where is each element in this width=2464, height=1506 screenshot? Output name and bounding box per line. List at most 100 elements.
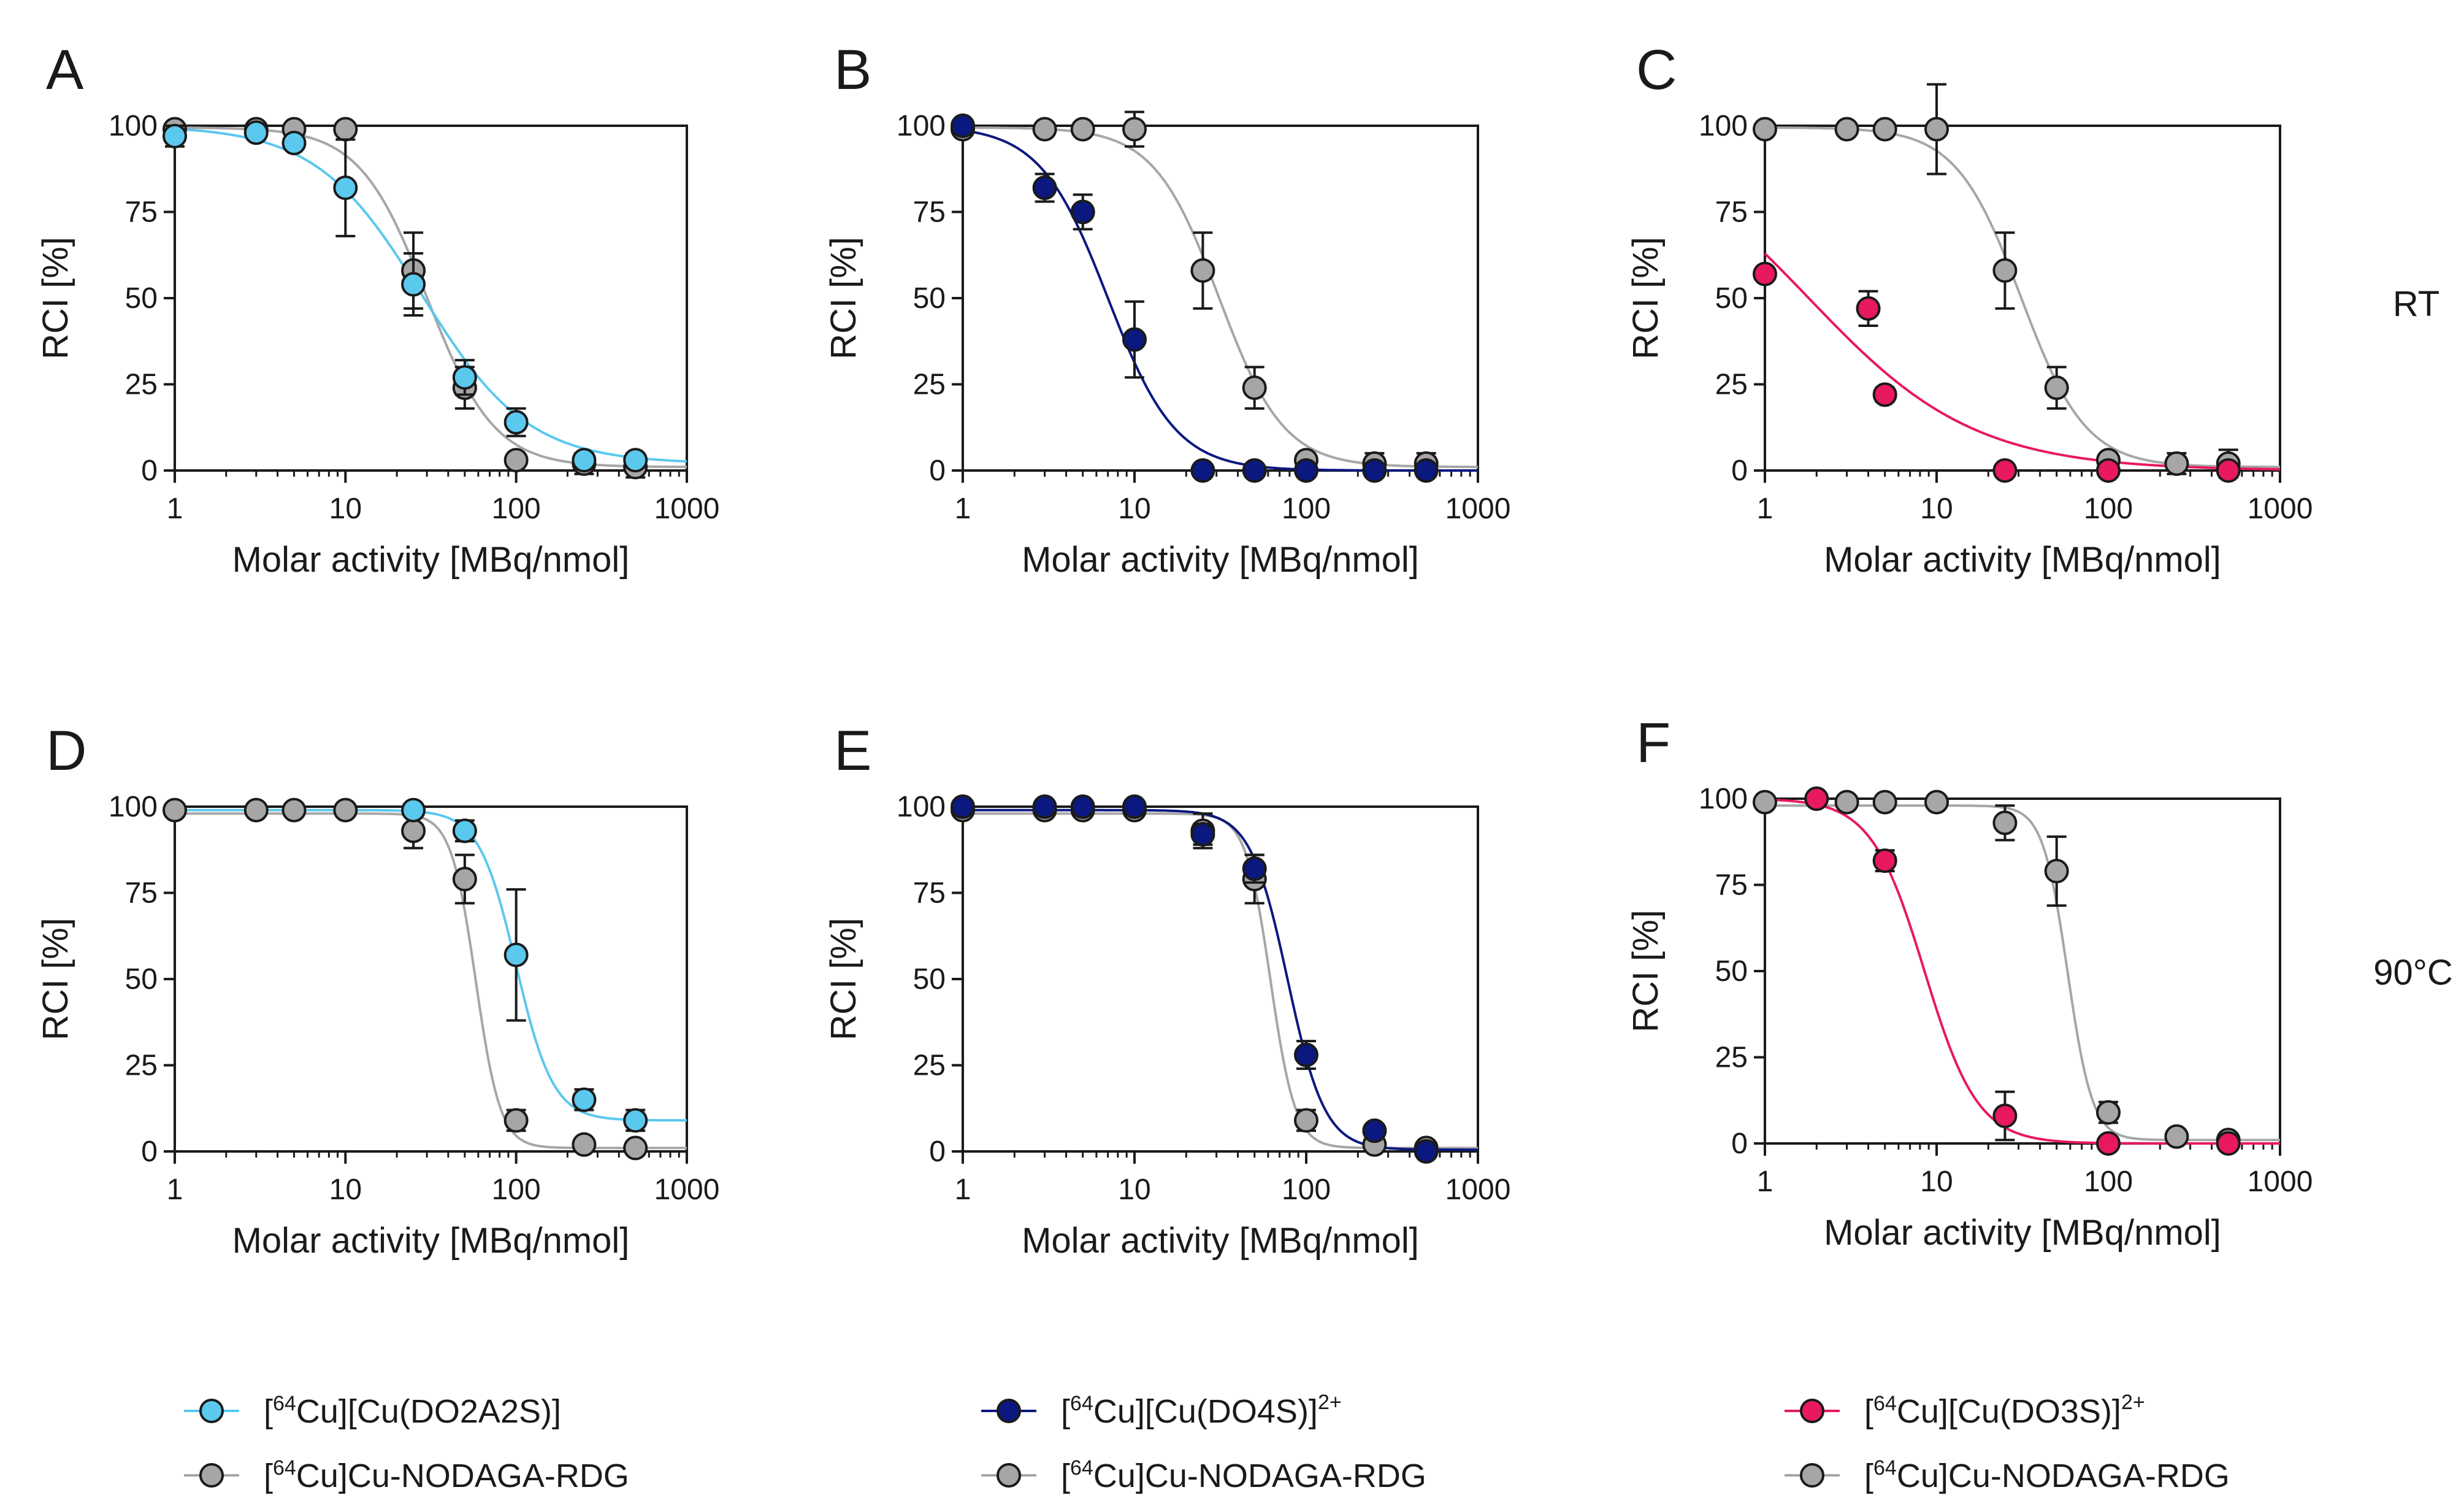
data-point xyxy=(1122,327,1147,352)
x-tick-label: 100 xyxy=(2084,493,2133,525)
data-point xyxy=(1992,458,2018,483)
data-point xyxy=(333,117,358,142)
x-tick-label: 10 xyxy=(1118,493,1150,525)
y-tick-label: 50 xyxy=(125,963,158,996)
y-tick-label: 0 xyxy=(1731,1128,1748,1160)
data-point xyxy=(1122,794,1147,819)
data-point xyxy=(1362,458,1387,483)
data-point xyxy=(1242,856,1267,882)
data-point xyxy=(1753,789,1777,815)
data-point xyxy=(623,1135,648,1161)
y-tick-label: 50 xyxy=(1715,282,1748,315)
y-tick-label: 75 xyxy=(913,196,946,229)
fit-curve xyxy=(1765,804,2280,1142)
data-point xyxy=(1804,786,1829,811)
y-axis-title: RCI [%] xyxy=(36,918,75,1040)
data-point xyxy=(1070,199,1095,225)
plot-frame xyxy=(1764,797,2281,1145)
panel-b: B 0 25 50 75 100 1 10 100 1000 Molar activity [MBq… xyxy=(824,39,1510,580)
legend-marker xyxy=(997,1463,1021,1488)
data-point xyxy=(1872,117,1897,142)
data-point xyxy=(1362,1118,1387,1143)
data-point xyxy=(1032,175,1057,201)
y-tick-label: 100 xyxy=(1699,110,1748,142)
data-point xyxy=(1856,296,1881,321)
y-axis-title: RCI [%] xyxy=(1626,910,1666,1032)
data-point xyxy=(1070,117,1095,142)
data-point xyxy=(401,818,426,843)
fit-curve xyxy=(963,812,1478,1150)
fit-curve xyxy=(1764,252,2280,471)
data-point xyxy=(452,365,477,390)
x-tick-label: 1 xyxy=(167,493,183,525)
data-point xyxy=(401,272,426,297)
y-tick-label: 100 xyxy=(1699,783,1748,815)
y-tick-label: 75 xyxy=(1715,869,1748,902)
x-tick-label: 10 xyxy=(329,1174,362,1206)
data-point xyxy=(1753,261,1777,286)
row-label-90c: 90°C xyxy=(2373,953,2453,993)
data-point xyxy=(1992,1104,2018,1129)
y-tick-label: 25 xyxy=(125,1050,158,1082)
data-point xyxy=(1924,789,1949,815)
panel-letter: F xyxy=(1636,712,1670,774)
data-point xyxy=(1414,458,1439,483)
x-tick-label: 1000 xyxy=(2248,493,2313,525)
y-axis-title: RCI [%] xyxy=(36,237,75,359)
data-point xyxy=(333,175,358,201)
x-tick-label: 10 xyxy=(1920,1166,1953,1198)
data-point xyxy=(1294,1042,1318,1067)
data-point xyxy=(1242,375,1267,401)
panel-a: A 0 25 50 75 100 1 10 100 1000 Molar activity [MBq… xyxy=(36,39,719,580)
panel-letter: C xyxy=(1636,39,1677,101)
fit-curve xyxy=(175,809,687,1122)
x-tick-label: 10 xyxy=(1118,1174,1150,1206)
legend-marker xyxy=(997,1399,1021,1423)
data-point xyxy=(503,410,529,435)
y-axis-title: RCI [%] xyxy=(1626,237,1666,359)
data-point xyxy=(2216,1131,2241,1156)
data-point xyxy=(1190,258,1215,283)
data-point xyxy=(623,1108,648,1133)
data-point xyxy=(1294,1108,1318,1133)
x-tick-label: 1000 xyxy=(1445,1174,1511,1206)
legend-label: [64Cu][Cu(DO3S)]2+ xyxy=(1864,1391,2145,1430)
data-point xyxy=(503,448,529,473)
data-point xyxy=(2096,1131,2121,1156)
y-axis-title: RCI [%] xyxy=(824,237,863,359)
panel-f: F 0 25 50 75 100 1 10 100 1000 Molar activity [MBq… xyxy=(1626,712,2313,1253)
data-point xyxy=(2164,1124,2189,1149)
x-tick-label: 1000 xyxy=(654,493,720,525)
legend-marker xyxy=(199,1399,224,1423)
fit-curve xyxy=(963,809,1478,1151)
data-point xyxy=(572,1132,597,1157)
data-point xyxy=(452,818,477,843)
data-point xyxy=(1032,117,1057,142)
y-tick-label: 50 xyxy=(913,282,946,315)
data-point xyxy=(452,867,477,892)
legend-label: [64Cu]Cu-NODAGA-RDG xyxy=(264,1456,629,1494)
y-tick-label: 100 xyxy=(109,110,158,142)
panel-letter: E xyxy=(834,720,871,782)
legend-marker xyxy=(199,1463,224,1488)
y-tick-label: 75 xyxy=(913,877,946,910)
data-point xyxy=(2044,375,2069,401)
x-tick-label: 100 xyxy=(2084,1166,2133,1198)
y-tick-label: 25 xyxy=(125,369,158,401)
x-axis-title: Molar activity [MBq/nmol] xyxy=(1824,1213,2221,1253)
legend-group-do3s: [64Cu][Cu(DO3S)]2+ [64Cu]Cu-NODAGA-RDG xyxy=(1785,1391,2230,1494)
data-point xyxy=(243,797,269,823)
data-point xyxy=(401,797,426,823)
data-point xyxy=(1190,821,1215,847)
x-tick-label: 1 xyxy=(1757,1166,1773,1198)
x-tick-label: 100 xyxy=(1282,1174,1331,1206)
x-tick-label: 1 xyxy=(167,1174,183,1206)
plot-frame xyxy=(174,805,688,1153)
y-tick-label: 0 xyxy=(929,1135,946,1168)
y-axis-title: RCI [%] xyxy=(824,918,863,1040)
panel-c: C 0 25 50 75 100 1 10 100 1000 Molar activity [MBq… xyxy=(1626,39,2313,580)
data-point xyxy=(2216,458,2241,483)
fit-curve xyxy=(1764,798,2280,1145)
